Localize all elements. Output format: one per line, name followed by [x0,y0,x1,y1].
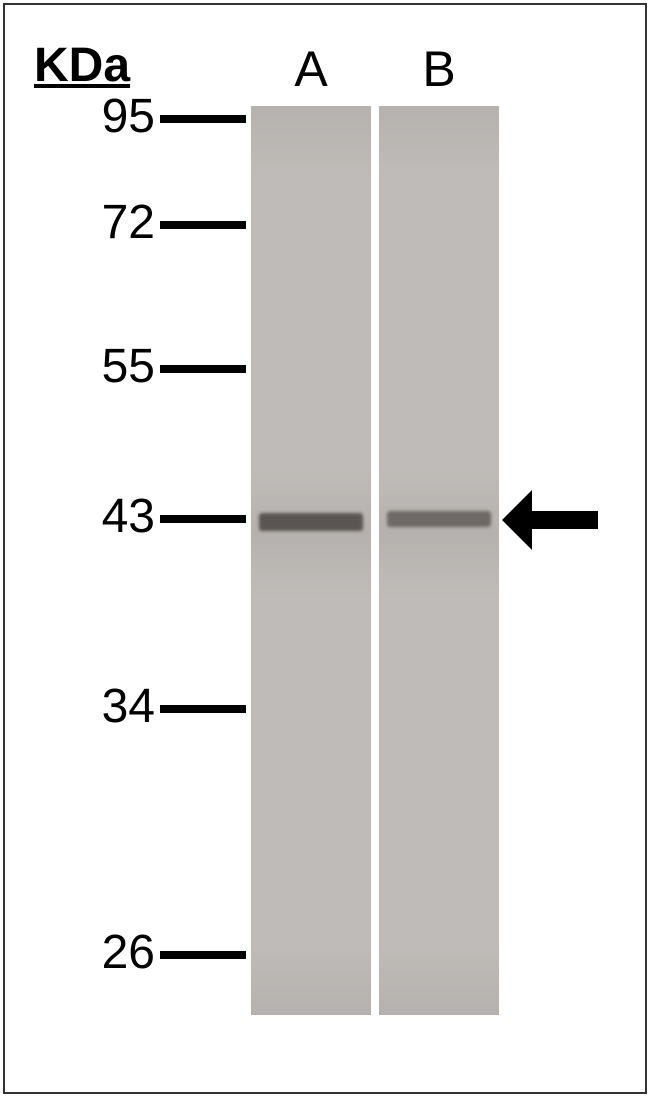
arrow-shaft [523,511,598,529]
marker-tick [160,951,246,959]
marker-tick [160,705,246,713]
figure-container: KDa 95 72 55 43 34 26 AB [0,0,650,1097]
lane-gap [371,106,379,1015]
marker-label: 55 [102,339,155,394]
arrow-head-icon [502,490,532,550]
marker-label: 34 [102,679,155,734]
lane [379,106,499,1015]
unit-label: KDa [34,38,130,93]
marker-tick [160,515,246,523]
marker-label: 43 [102,489,155,544]
band [259,513,363,531]
lane [251,106,371,1015]
marker-tick [160,115,246,123]
marker-tick [160,221,246,229]
lane-label: A [251,40,371,98]
marker-label: 26 [102,925,155,980]
lane-label: B [379,40,499,98]
marker-label: 72 [102,195,155,250]
lanes-region [251,106,499,1015]
marker-label: 95 [102,89,155,144]
band [387,511,491,527]
marker-tick [160,365,246,373]
